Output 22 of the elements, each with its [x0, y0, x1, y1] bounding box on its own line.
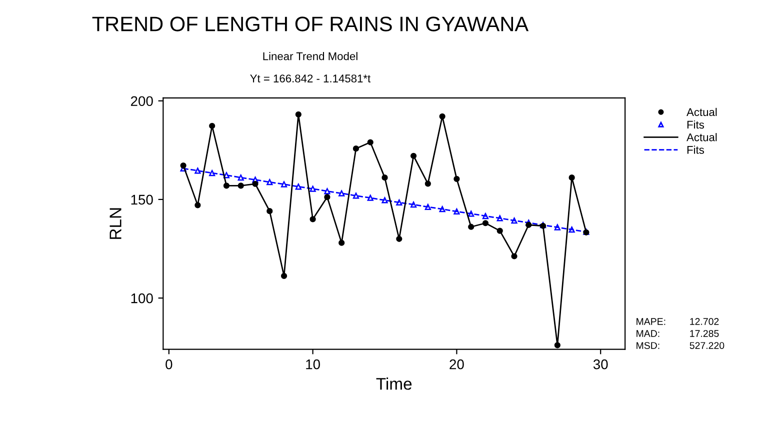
y-axis-title: RLN: [110, 208, 122, 239]
text: 527.220: [690, 342, 724, 349]
text: 17.285: [690, 330, 719, 337]
text: Actual: [686, 133, 717, 142]
x-tick-label: 20: [450, 359, 464, 370]
text: MSD:: [636, 342, 660, 349]
text: MAD:: [636, 330, 660, 337]
x-tick-label: 30: [593, 359, 608, 370]
text: 12.702: [690, 318, 719, 325]
text: Fits: [687, 120, 704, 129]
chart-title: TREND OF LENGTH OF RAINS IN GYAWANA: [92, 16, 529, 32]
x-tick-label: 0: [166, 359, 172, 370]
text: Yt = 166.842 - 1.14581*t: [250, 74, 371, 82]
x-axis-title: Time: [376, 378, 412, 390]
x-tick-label: 10: [306, 359, 320, 370]
y-tick-label: 150: [131, 194, 153, 205]
y-tick-label: 200: [130, 96, 153, 106]
legend-label: Fits: [687, 146, 704, 154]
text: MAPE:: [636, 318, 666, 325]
legend-label: Actual: [686, 108, 717, 116]
chart-subtitle: Linear Trend Model: [263, 52, 358, 60]
y-tick-label: 100: [131, 293, 153, 304]
